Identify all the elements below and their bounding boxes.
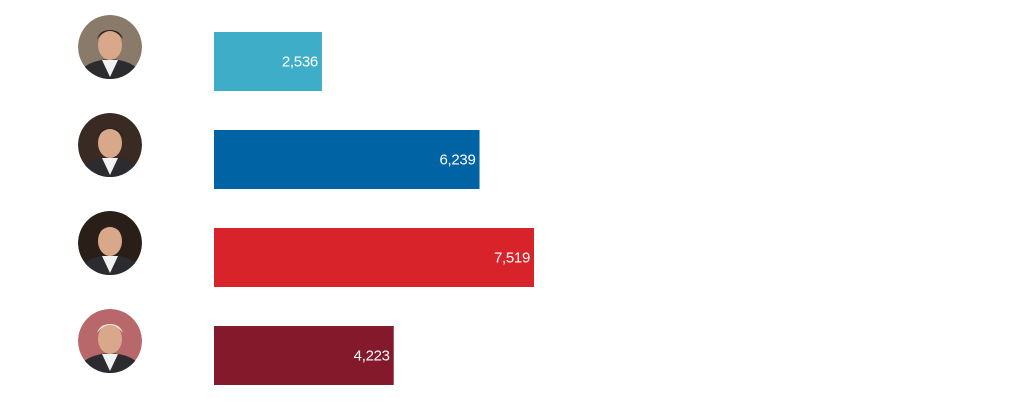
avatar-face (98, 30, 122, 60)
avatar-hair (97, 128, 123, 137)
bar (214, 228, 534, 287)
bar (214, 130, 480, 189)
avatar (78, 211, 142, 275)
avatar (78, 15, 142, 79)
avatar-face (98, 226, 122, 256)
avatar-collar (102, 256, 118, 273)
bar (214, 32, 322, 91)
bar (214, 326, 394, 385)
value-label: 7,519 (494, 249, 530, 266)
avatar (78, 309, 142, 373)
value-label: 4,223 (354, 347, 390, 364)
avatar (78, 113, 142, 177)
avatar-face (98, 128, 122, 158)
avatar-collar (102, 158, 118, 175)
avatar-hair (97, 30, 123, 39)
avatar-hair (97, 324, 123, 333)
value-label: 2,536 (282, 53, 318, 70)
avatar-collar (102, 60, 118, 77)
value-label: 6,239 (439, 151, 475, 168)
avatar-hair (97, 226, 123, 235)
avatar-collar (102, 354, 118, 371)
avatar-face (98, 324, 122, 354)
